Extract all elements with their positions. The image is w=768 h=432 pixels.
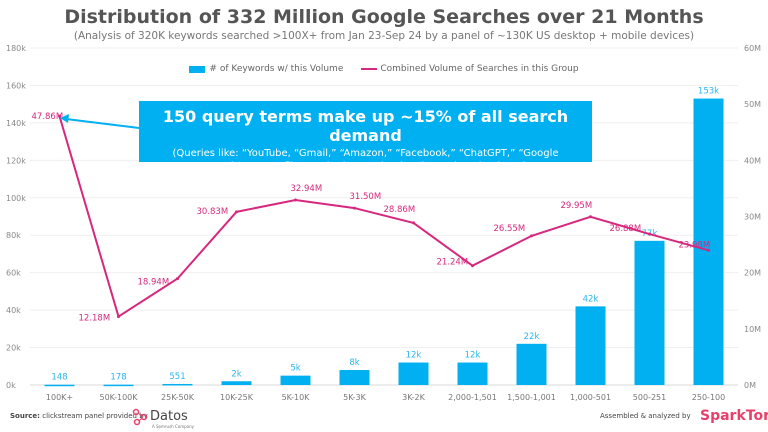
right-tick-label: 60M xyxy=(744,44,761,53)
bar xyxy=(693,98,724,386)
source-label: Source: xyxy=(10,412,40,420)
category-label: 1,500-1,001 xyxy=(507,393,556,402)
assembled-note: Assembled & analyzed by xyxy=(600,412,691,420)
datos-logo-icon xyxy=(132,408,148,426)
datos-logo-text: Datos xyxy=(150,409,188,424)
bar-label: 8k xyxy=(349,358,359,368)
bar-label: 12k xyxy=(406,351,422,361)
bar xyxy=(398,362,429,385)
right-tick-label: 10M xyxy=(744,325,761,334)
bar xyxy=(457,362,488,385)
bar xyxy=(339,370,370,385)
bar-label: 12k xyxy=(465,351,481,361)
line-point xyxy=(530,234,533,238)
left-tick-label: 140k xyxy=(6,119,26,128)
right-tick-label: 40M xyxy=(744,156,761,165)
bar xyxy=(103,384,134,387)
category-label: 10K-25K xyxy=(220,393,254,402)
callout-headline: 150 query terms make up ~15% of all sear… xyxy=(162,107,569,145)
category-label: 500-251 xyxy=(633,393,666,402)
category-label: 100K+ xyxy=(46,393,73,402)
category-label: 5K-3K xyxy=(343,393,366,402)
line-label: 21.24M xyxy=(437,258,469,268)
line-point xyxy=(648,232,651,236)
line-point xyxy=(58,114,61,118)
right-tick-label: 30M xyxy=(744,213,761,222)
bar xyxy=(221,381,252,385)
line-point xyxy=(117,315,120,319)
bar-label: 148 xyxy=(51,373,67,383)
category-label: 25K-50K xyxy=(161,393,195,402)
line-label: 28.86M xyxy=(384,205,416,215)
legend: # of Keywords w/ this Volume Combined Vol… xyxy=(0,64,768,75)
left-tick-label: 160k xyxy=(6,81,26,90)
left-tick-label: 120k xyxy=(6,156,26,165)
datos-subtext: A Semrush Company xyxy=(152,424,195,429)
bar-label: 22k xyxy=(524,332,540,342)
category-label: 3K-2K xyxy=(402,393,425,402)
left-tick-label: 100k xyxy=(6,194,26,203)
legend-label-bars: # of Keywords w/ this Volume xyxy=(209,64,344,74)
line-label: 29.95M xyxy=(561,201,593,211)
line-series xyxy=(58,115,709,319)
line-point xyxy=(235,210,238,214)
line-point xyxy=(294,198,297,202)
bar-label: 2k xyxy=(231,369,241,379)
right-tick-label: 20M xyxy=(744,269,761,278)
line-label: 30.83M xyxy=(197,207,229,217)
sparktoro-logo: SparkToro xyxy=(700,408,768,424)
line-point xyxy=(707,248,710,252)
left-tick-label: 40k xyxy=(6,306,21,315)
callout-arrowhead xyxy=(60,114,69,123)
category-label: 5K-10K xyxy=(282,393,311,402)
bar xyxy=(575,306,606,385)
line-point xyxy=(353,206,356,210)
right-tick-label: 0M xyxy=(744,381,756,390)
callout-box: 150 query terms make up ~15% of all sear… xyxy=(139,101,592,172)
line-label: 18.94M xyxy=(138,278,170,288)
line-label: 23.98M xyxy=(679,240,711,250)
legend-label-line: Combined Volume of Searches in this Grou… xyxy=(380,64,579,74)
category-label: 2,000-1,501 xyxy=(448,393,497,402)
line-point xyxy=(412,221,415,225)
bar xyxy=(634,240,665,385)
source-text: clickstream panel provided by xyxy=(42,412,148,420)
category-label: 50K-100K xyxy=(100,393,139,402)
source-note: Source: clickstream panel provided by xyxy=(10,412,148,420)
callout-arrow xyxy=(65,118,140,129)
bar-label: 551 xyxy=(169,372,185,382)
left-tick-label: 180k xyxy=(6,44,26,53)
left-tick-label: 80k xyxy=(6,231,21,240)
chart-title: Distribution of 332 Million Google Searc… xyxy=(64,6,704,28)
line-label: 31.50M xyxy=(350,192,382,202)
right-tick-label: 50M xyxy=(744,100,761,109)
line-point xyxy=(589,215,592,219)
line-label: 26.55M xyxy=(494,224,526,234)
left-tick-label: 20k xyxy=(6,344,21,353)
bar-label: 42k xyxy=(583,294,599,304)
chart-subtitle: (Analysis of 320K keywords searched >100… xyxy=(73,30,695,42)
bar xyxy=(44,384,75,387)
line-label: 12.18M xyxy=(79,314,111,324)
bar-label: 153k xyxy=(698,87,719,97)
line-label: 47.86M xyxy=(32,112,64,122)
line-label: 26.88M xyxy=(610,224,642,234)
legend-swatch-bars xyxy=(189,65,206,73)
line-label: 32.94M xyxy=(291,184,323,194)
left-tick-label: 60k xyxy=(6,269,21,278)
bar xyxy=(516,343,547,385)
bar-label: 5k xyxy=(290,364,300,374)
category-label: 1,000-501 xyxy=(570,393,611,402)
line-point xyxy=(471,264,474,268)
category-label: 250-100 xyxy=(692,393,725,402)
callout-detail: (Queries like: “YouTube, “Gmail,” “Amazo… xyxy=(172,148,559,172)
bar-label: 178 xyxy=(110,373,126,383)
bar xyxy=(162,383,193,386)
legend-swatch-line xyxy=(361,68,378,70)
left-tick-label: 0k xyxy=(6,381,16,390)
bar xyxy=(280,375,311,385)
line-point xyxy=(176,277,179,281)
